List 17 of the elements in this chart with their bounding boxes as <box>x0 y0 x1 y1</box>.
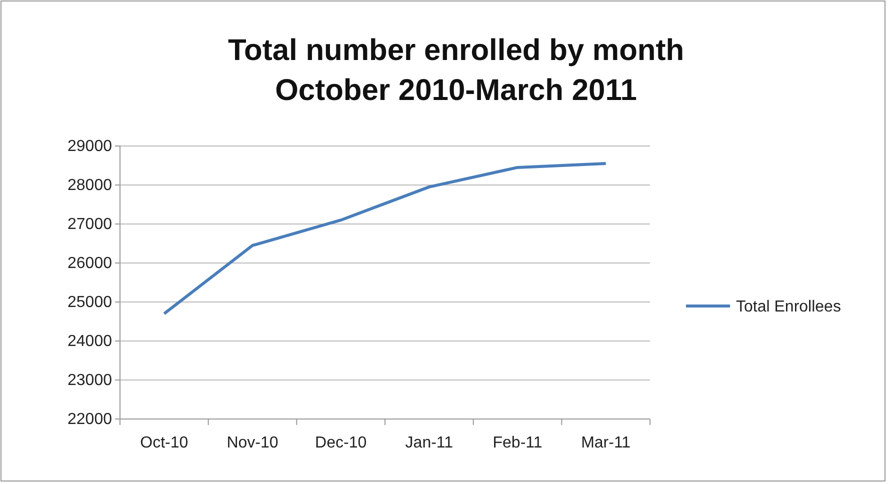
y-tick-label: 26000 <box>68 255 112 272</box>
x-tick-label: Oct-10 <box>140 434 188 452</box>
x-tick-label: Nov-10 <box>226 434 278 452</box>
y-tick-label: 24000 <box>68 333 112 350</box>
y-tick-label: 29000 <box>68 138 112 156</box>
y-tick-label: 22000 <box>68 411 112 428</box>
y-tick-label: 23000 <box>68 372 112 390</box>
chart-title: Total number enrolled by month October 2010-March 2011 <box>228 34 684 107</box>
y-tick-label: 25000 <box>68 294 112 312</box>
x-tick-label: Feb-11 <box>492 434 542 452</box>
y-tick-label: 27000 <box>68 216 112 234</box>
legend-label: Total Enrollees <box>736 298 841 316</box>
x-tick-label: Dec-10 <box>315 434 367 452</box>
x-tick-label: Mar-11 <box>581 434 631 452</box>
line-series <box>162 162 608 316</box>
x-tick-label: Jan-11 <box>405 434 454 452</box>
y-tick-label: 28000 <box>68 177 112 194</box>
